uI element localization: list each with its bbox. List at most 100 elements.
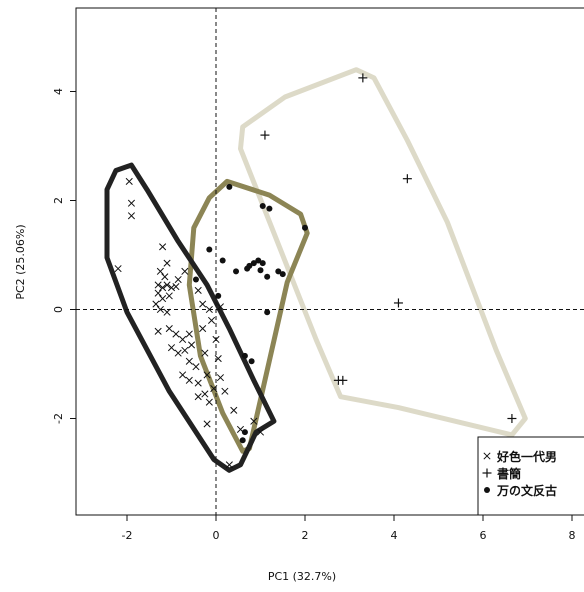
data-point — [259, 202, 266, 209]
reference-lines — [76, 8, 584, 515]
x-axis-title: PC1 (32.7%) — [268, 570, 336, 583]
data-point — [255, 257, 262, 264]
data-point — [338, 375, 348, 385]
data-point — [199, 325, 207, 333]
data-point — [250, 260, 257, 267]
data-point — [172, 330, 180, 338]
data-point — [194, 393, 202, 401]
data-point — [194, 286, 202, 294]
hull-layer — [104, 67, 528, 473]
data-point — [163, 308, 171, 316]
data-point — [279, 271, 286, 278]
series-万の文反古 — [192, 183, 308, 444]
legend-label: 書簡 — [497, 466, 521, 481]
data-point — [216, 374, 225, 382]
data-point — [402, 174, 412, 184]
data-point — [181, 346, 189, 354]
data-point — [199, 300, 207, 308]
legend-label: 好色一代男 — [496, 449, 557, 464]
axes: -2 0 2 4 6 8 -2 0 2 4 — [52, 88, 576, 542]
data-point — [230, 406, 238, 414]
data-point — [358, 73, 368, 83]
data-point — [250, 417, 258, 425]
data-point — [159, 295, 167, 303]
data-point — [163, 259, 171, 267]
data-point — [152, 300, 160, 308]
x-tick-label: 2 — [302, 529, 309, 542]
data-point — [159, 284, 167, 292]
data-point — [114, 265, 122, 273]
data-point — [154, 281, 162, 289]
data-point — [219, 257, 226, 264]
data-point — [241, 429, 248, 436]
data-point — [185, 357, 193, 365]
data-point — [167, 284, 176, 292]
x-tick-label: 4 — [391, 529, 398, 542]
data-point — [201, 390, 209, 398]
data-point — [226, 183, 233, 190]
legend-box — [477, 436, 584, 516]
data-point — [161, 273, 169, 281]
data-point — [187, 341, 196, 349]
series-好色一代男 — [114, 177, 265, 469]
data-point — [159, 243, 167, 251]
hull-書簡 — [238, 67, 528, 438]
data-point — [172, 283, 180, 291]
series-書簡 — [260, 73, 517, 423]
data-point — [165, 292, 173, 300]
data-point — [275, 268, 282, 275]
data-point — [185, 376, 193, 384]
data-point — [156, 305, 164, 314]
data-point — [507, 414, 517, 423]
data-point — [154, 327, 162, 335]
data-point — [174, 275, 182, 284]
data-point — [203, 420, 211, 428]
data-point — [127, 212, 136, 220]
legend-label: 万の文反古 — [496, 483, 557, 498]
data-point — [248, 358, 255, 365]
y-axis-title: PC2 (25.06%) — [14, 224, 27, 299]
data-point — [259, 260, 266, 267]
data-point — [194, 379, 202, 387]
data-point — [167, 344, 176, 352]
data-point — [179, 335, 187, 344]
x-tick-label: -2 — [122, 529, 133, 542]
data-point — [239, 437, 246, 444]
plot-frame — [75, 7, 584, 516]
data-point — [179, 371, 187, 379]
data-point — [266, 205, 273, 212]
data-point — [264, 273, 271, 280]
data-point — [201, 349, 209, 357]
x-tick-label: 6 — [480, 529, 487, 542]
data-point — [244, 265, 251, 272]
data-point — [302, 224, 308, 231]
points-layer — [114, 73, 517, 469]
data-point — [210, 384, 218, 393]
legend-marker — [482, 468, 492, 478]
hull-好色一代男 — [104, 162, 277, 473]
data-point — [214, 354, 222, 363]
data-point — [192, 363, 200, 371]
data-point — [216, 303, 225, 311]
data-point — [260, 130, 270, 140]
data-point — [125, 177, 133, 185]
data-point — [264, 309, 271, 316]
data-point — [257, 267, 264, 274]
data-point — [233, 268, 240, 275]
x-tick-label: 8 — [569, 529, 576, 542]
legend-marker — [484, 487, 490, 493]
x-tick-label: 0 — [213, 529, 220, 542]
data-point — [256, 428, 265, 436]
y-tick-label: -2 — [52, 413, 65, 424]
data-point — [205, 398, 213, 406]
y-tick-label: 0 — [52, 306, 65, 313]
data-point — [154, 289, 162, 297]
data-point — [205, 305, 213, 314]
data-point — [207, 316, 216, 324]
data-point — [206, 246, 213, 253]
y-tick-label: 2 — [52, 197, 65, 204]
data-point — [181, 267, 189, 275]
